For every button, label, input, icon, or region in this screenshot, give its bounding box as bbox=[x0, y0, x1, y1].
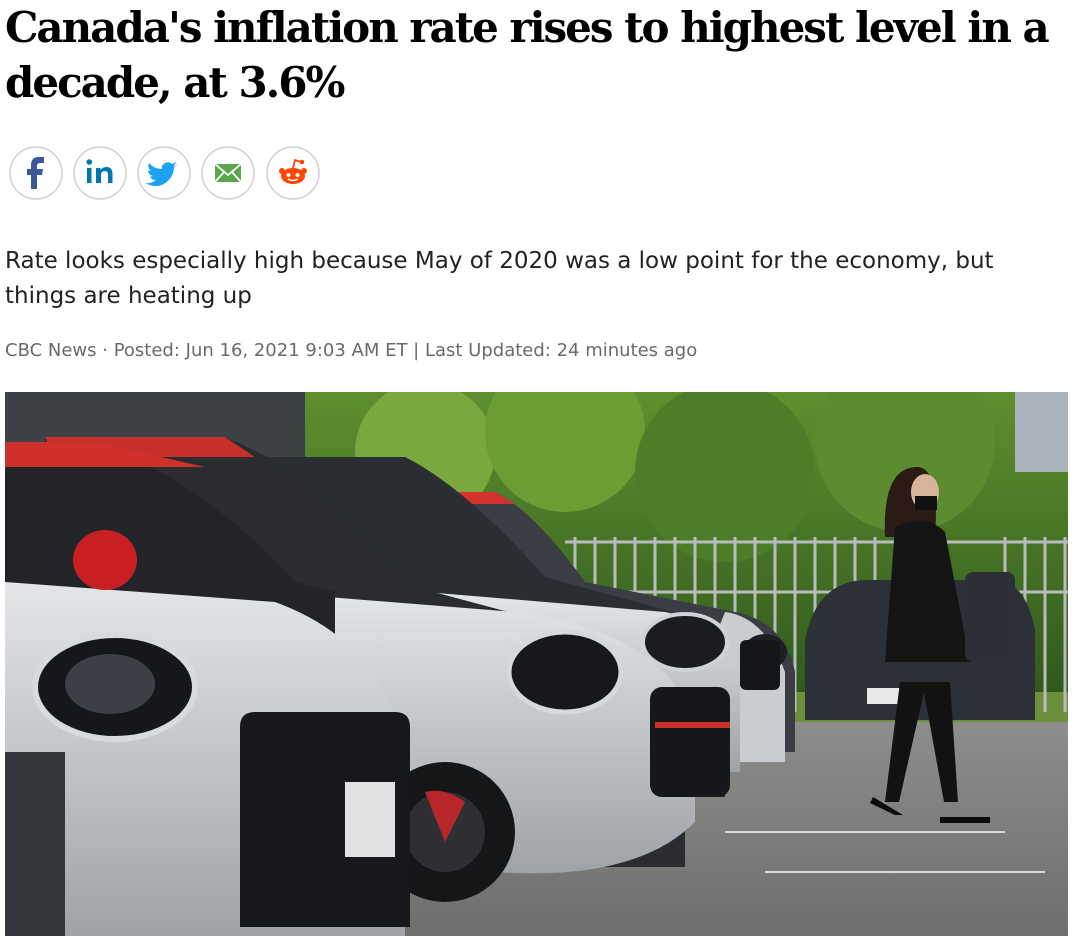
share-email[interactable] bbox=[201, 146, 255, 200]
pedestrian bbox=[870, 467, 1015, 823]
share-bar bbox=[9, 146, 320, 200]
share-twitter[interactable] bbox=[137, 146, 191, 200]
article-photo bbox=[5, 392, 1068, 936]
headline: Canada's inflation rate rises to highest… bbox=[5, 3, 1050, 107]
share-reddit[interactable] bbox=[266, 146, 320, 200]
share-linkedin[interactable] bbox=[73, 146, 127, 200]
byline: CBC News · Posted: Jun 16, 2021 9:03 AM … bbox=[5, 340, 698, 361]
subtitle: Rate looks especially high because May o… bbox=[5, 248, 994, 309]
mirror bbox=[73, 530, 137, 590]
share-facebook[interactable] bbox=[9, 146, 63, 200]
car-1 bbox=[5, 442, 410, 936]
